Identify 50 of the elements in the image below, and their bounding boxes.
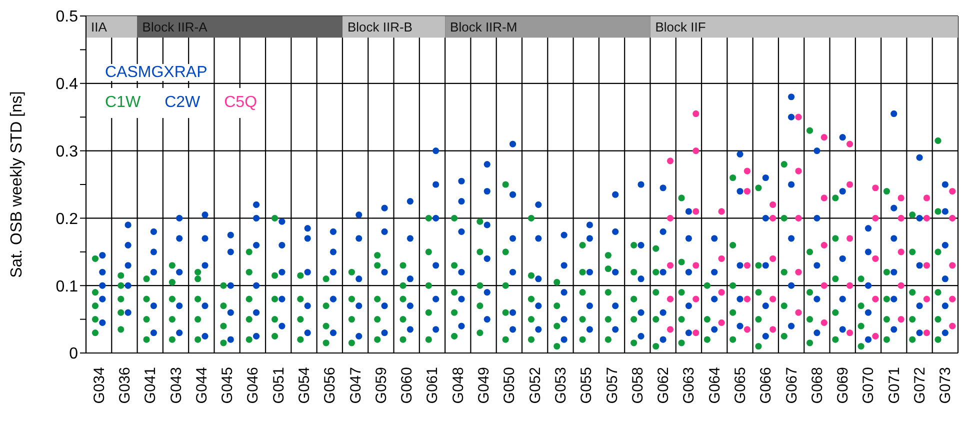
band-label: Block IIR-B	[347, 19, 412, 34]
x-tick-label: G065	[732, 367, 749, 404]
x-tick-label: G057	[604, 367, 621, 404]
x-tick-label: G048	[450, 367, 467, 404]
x-tick-label: G070	[860, 367, 878, 404]
x-tick-label: G052	[526, 367, 544, 404]
x-tick-label: G053	[552, 367, 570, 404]
x-tick-label: G056	[322, 367, 339, 404]
x-tick-label: G064	[706, 367, 724, 404]
text: C1W	[102, 88, 144, 118]
y-tick-label: 0.4	[56, 76, 78, 94]
x-tick-label: G067	[783, 367, 800, 404]
x-tick-label: G062	[655, 367, 672, 404]
x-tick-label: G066	[758, 367, 775, 404]
y-tick-label: 0.5	[56, 8, 78, 26]
x-tick-label: G054	[296, 367, 313, 404]
x-tick-label: G069	[834, 367, 852, 404]
x-tick-label: G051	[270, 367, 288, 404]
x-tick-label: G073	[937, 367, 954, 404]
y-tick-label: 0.3	[56, 143, 78, 160]
x-tick-label: G059	[372, 367, 390, 404]
x-tick-label: G058	[629, 367, 646, 404]
x-tick-label: G055	[578, 367, 596, 404]
annotation: CASMGXRAP	[102, 64, 210, 81]
x-tick-label: G044	[193, 367, 210, 404]
x-tick-label: G071	[886, 367, 903, 404]
x-tick-label: G041	[142, 367, 160, 404]
x-tick-label: G061	[424, 367, 442, 404]
band-label: Block IIF	[655, 19, 706, 34]
x-tick-label: G050	[501, 367, 518, 404]
x-tick-label: G045	[219, 367, 236, 404]
y-tick-label: 0	[69, 346, 78, 363]
x-tick-label: G049	[476, 367, 493, 404]
x-tick-label: G046	[244, 367, 262, 404]
x-tick-label: G063	[680, 367, 698, 404]
x-tick-label: G034	[90, 367, 108, 404]
text: C5Q	[221, 88, 260, 118]
x-tick-label: G047	[347, 367, 364, 404]
x-tick-label: G072	[912, 367, 929, 404]
x-tick-label: G068	[808, 367, 826, 404]
text: C2W	[162, 88, 204, 118]
band-label: Block IIR-A	[142, 19, 208, 34]
band-label: IIA	[91, 19, 108, 34]
y-tick-label: 0.1	[56, 278, 78, 296]
band-label: Block IIR-M	[450, 19, 518, 34]
x-tick-label: G043	[168, 367, 185, 404]
x-tick-label: G036	[116, 367, 134, 404]
y-axis-title: Sat. OSB weekly STD [ns]	[8, 91, 26, 278]
y-tick-label: 0.2	[56, 210, 78, 228]
x-tick-label: G060	[398, 367, 416, 404]
